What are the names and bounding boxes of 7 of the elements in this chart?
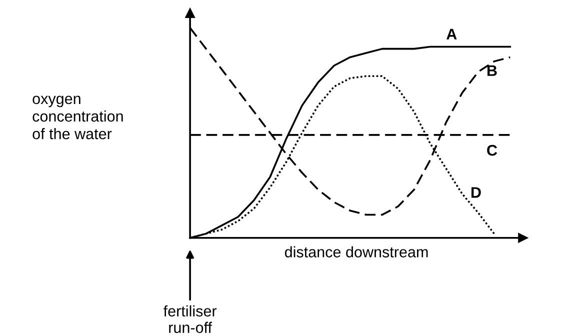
x-axis-title: distance downstream xyxy=(284,246,428,258)
series-label: D xyxy=(471,187,481,198)
y-axis-title: oxygen concentration of the water xyxy=(32,96,123,140)
series-label: B xyxy=(487,65,497,76)
series-label: C xyxy=(487,144,498,156)
text: fertiliser run-off xyxy=(164,305,217,333)
series-label: A xyxy=(446,28,457,40)
